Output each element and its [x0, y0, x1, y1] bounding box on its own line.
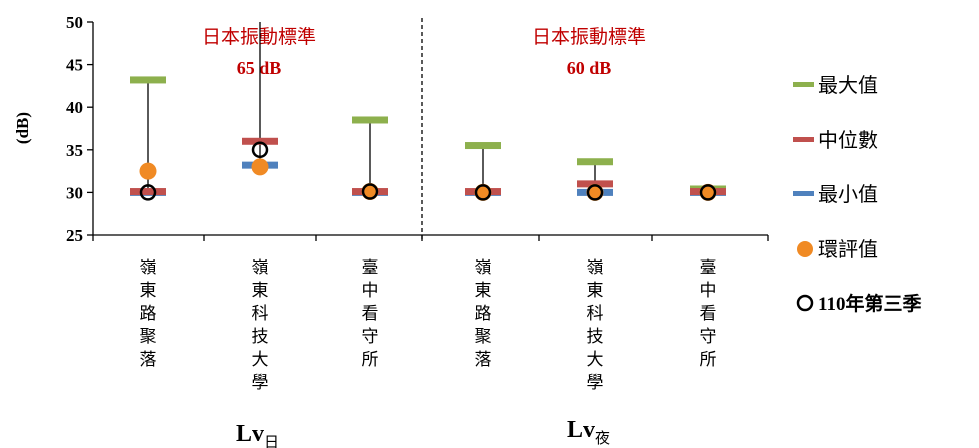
legend-min-swatch [793, 191, 814, 196]
group-label-night-sub: 夜 [595, 429, 610, 447]
y-tick-label: 45 [66, 56, 83, 75]
quarter-marker [251, 141, 269, 159]
x-ticks [92, 235, 769, 241]
quarter-marker [699, 184, 717, 201]
max-marker [465, 142, 501, 150]
group-label-day: Lv日 [236, 421, 279, 448]
y-tick-label: 25 [66, 226, 83, 245]
y-ticks: 25 30 35 40 45 50 [66, 13, 93, 245]
legend-median-swatch [793, 137, 814, 142]
category-labels: 嶺東路聚落 嶺東科技大學 臺中看守所 嶺東路聚落 嶺東科技大學 臺中看守所 [140, 258, 717, 393]
category-label: 嶺東科技大學 [252, 258, 269, 393]
standard-value-night: 60 dB [567, 58, 612, 78]
eia-marker [251, 158, 269, 176]
quarter-marker [586, 184, 604, 201]
median-marker [242, 137, 278, 145]
category-label: 嶺東科技大學 [587, 258, 604, 393]
category-label: 臺中看守所 [700, 258, 717, 370]
legend: 最大值 中位數 最小值 環評值 110年第三季 [793, 73, 921, 315]
max-marker [577, 158, 613, 166]
quarter-marker [474, 184, 492, 201]
quarter-marker [139, 184, 157, 201]
median-marker [130, 188, 166, 196]
legend-eia-marker [797, 241, 813, 257]
category-label: 嶺東路聚落 [475, 258, 492, 370]
median-marker [577, 180, 613, 188]
y-tick-label: 35 [66, 141, 83, 160]
y-tick-label: 40 [66, 98, 83, 117]
legend-quarter-marker [796, 294, 814, 312]
legend-max-swatch [793, 82, 814, 87]
y-tick-label: 50 [66, 13, 83, 32]
legend-eia-label: 環評值 [818, 237, 878, 261]
max-marker [352, 116, 388, 124]
group-label-night: Lv夜 [567, 417, 610, 447]
max-marker [130, 76, 166, 84]
y-axis-label: (dB) [13, 112, 32, 144]
standard-title-night: 日本振動標準 [532, 26, 646, 48]
y-tick-label: 30 [66, 183, 83, 202]
category-label: 嶺東路聚落 [140, 258, 157, 370]
category-label: 臺中看守所 [362, 258, 379, 370]
standard-value-day: 65 dB [237, 58, 282, 78]
legend-min-label: 最小值 [818, 182, 878, 206]
legend-max-label: 最大值 [818, 73, 878, 97]
group-label-night-main: Lv [567, 417, 595, 443]
legend-median-label: 中位數 [818, 128, 878, 152]
group-label-day-sub: 日 [264, 433, 279, 448]
group-label-day-main: Lv [236, 421, 264, 447]
data-marks [130, 22, 726, 201]
eia-marker [139, 162, 157, 180]
legend-quarter-label: 110年第三季 [818, 292, 921, 315]
standard-title-day: 日本振動標準 [202, 26, 316, 48]
quarter-marker [361, 183, 379, 200]
